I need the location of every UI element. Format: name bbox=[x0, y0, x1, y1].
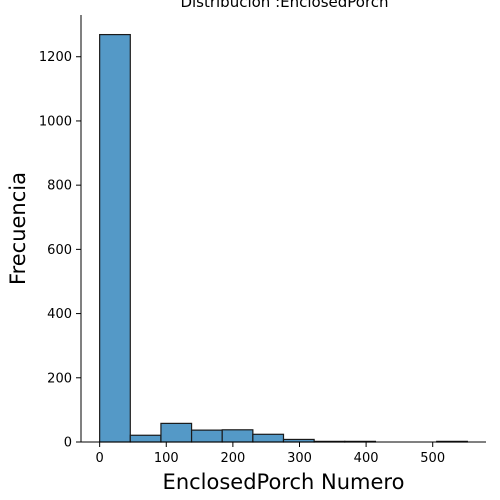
y-tick-label: 800 bbox=[47, 179, 72, 194]
y-tick-label: 1200 bbox=[39, 50, 72, 65]
y-tick-label: 400 bbox=[47, 307, 72, 322]
bars-group bbox=[99, 33, 468, 443]
x-axis-label: EnclosedPorch Numero bbox=[163, 470, 405, 494]
y-axis-label: Frecuencia bbox=[6, 172, 30, 285]
histogram-bar bbox=[129, 434, 162, 443]
x-tick-label: 0 bbox=[96, 451, 104, 466]
y-tick-label: 600 bbox=[47, 243, 72, 258]
y-axis-ticks: 0 200 400 600 800 1000 1200 bbox=[39, 50, 81, 451]
x-tick-label: 200 bbox=[220, 451, 245, 466]
y-tick-label: 1000 bbox=[39, 114, 72, 129]
histogram-bar bbox=[252, 433, 285, 443]
x-tick-label: 500 bbox=[420, 451, 445, 466]
chart-title: Distribución :EnclosedPorch bbox=[180, 0, 388, 11]
y-tick-label: 0 bbox=[64, 436, 72, 451]
x-tick-label: 400 bbox=[354, 451, 379, 466]
histogram-bar bbox=[221, 429, 254, 443]
histogram-bar bbox=[99, 33, 131, 443]
histogram-bar bbox=[190, 429, 223, 443]
x-tick-label: 100 bbox=[154, 451, 179, 466]
histogram-bar bbox=[160, 422, 193, 443]
x-axis-ticks: 0 100 200 300 400 500 bbox=[96, 442, 445, 466]
x-tick-label: 300 bbox=[287, 451, 312, 466]
y-tick-label: 200 bbox=[47, 371, 72, 386]
